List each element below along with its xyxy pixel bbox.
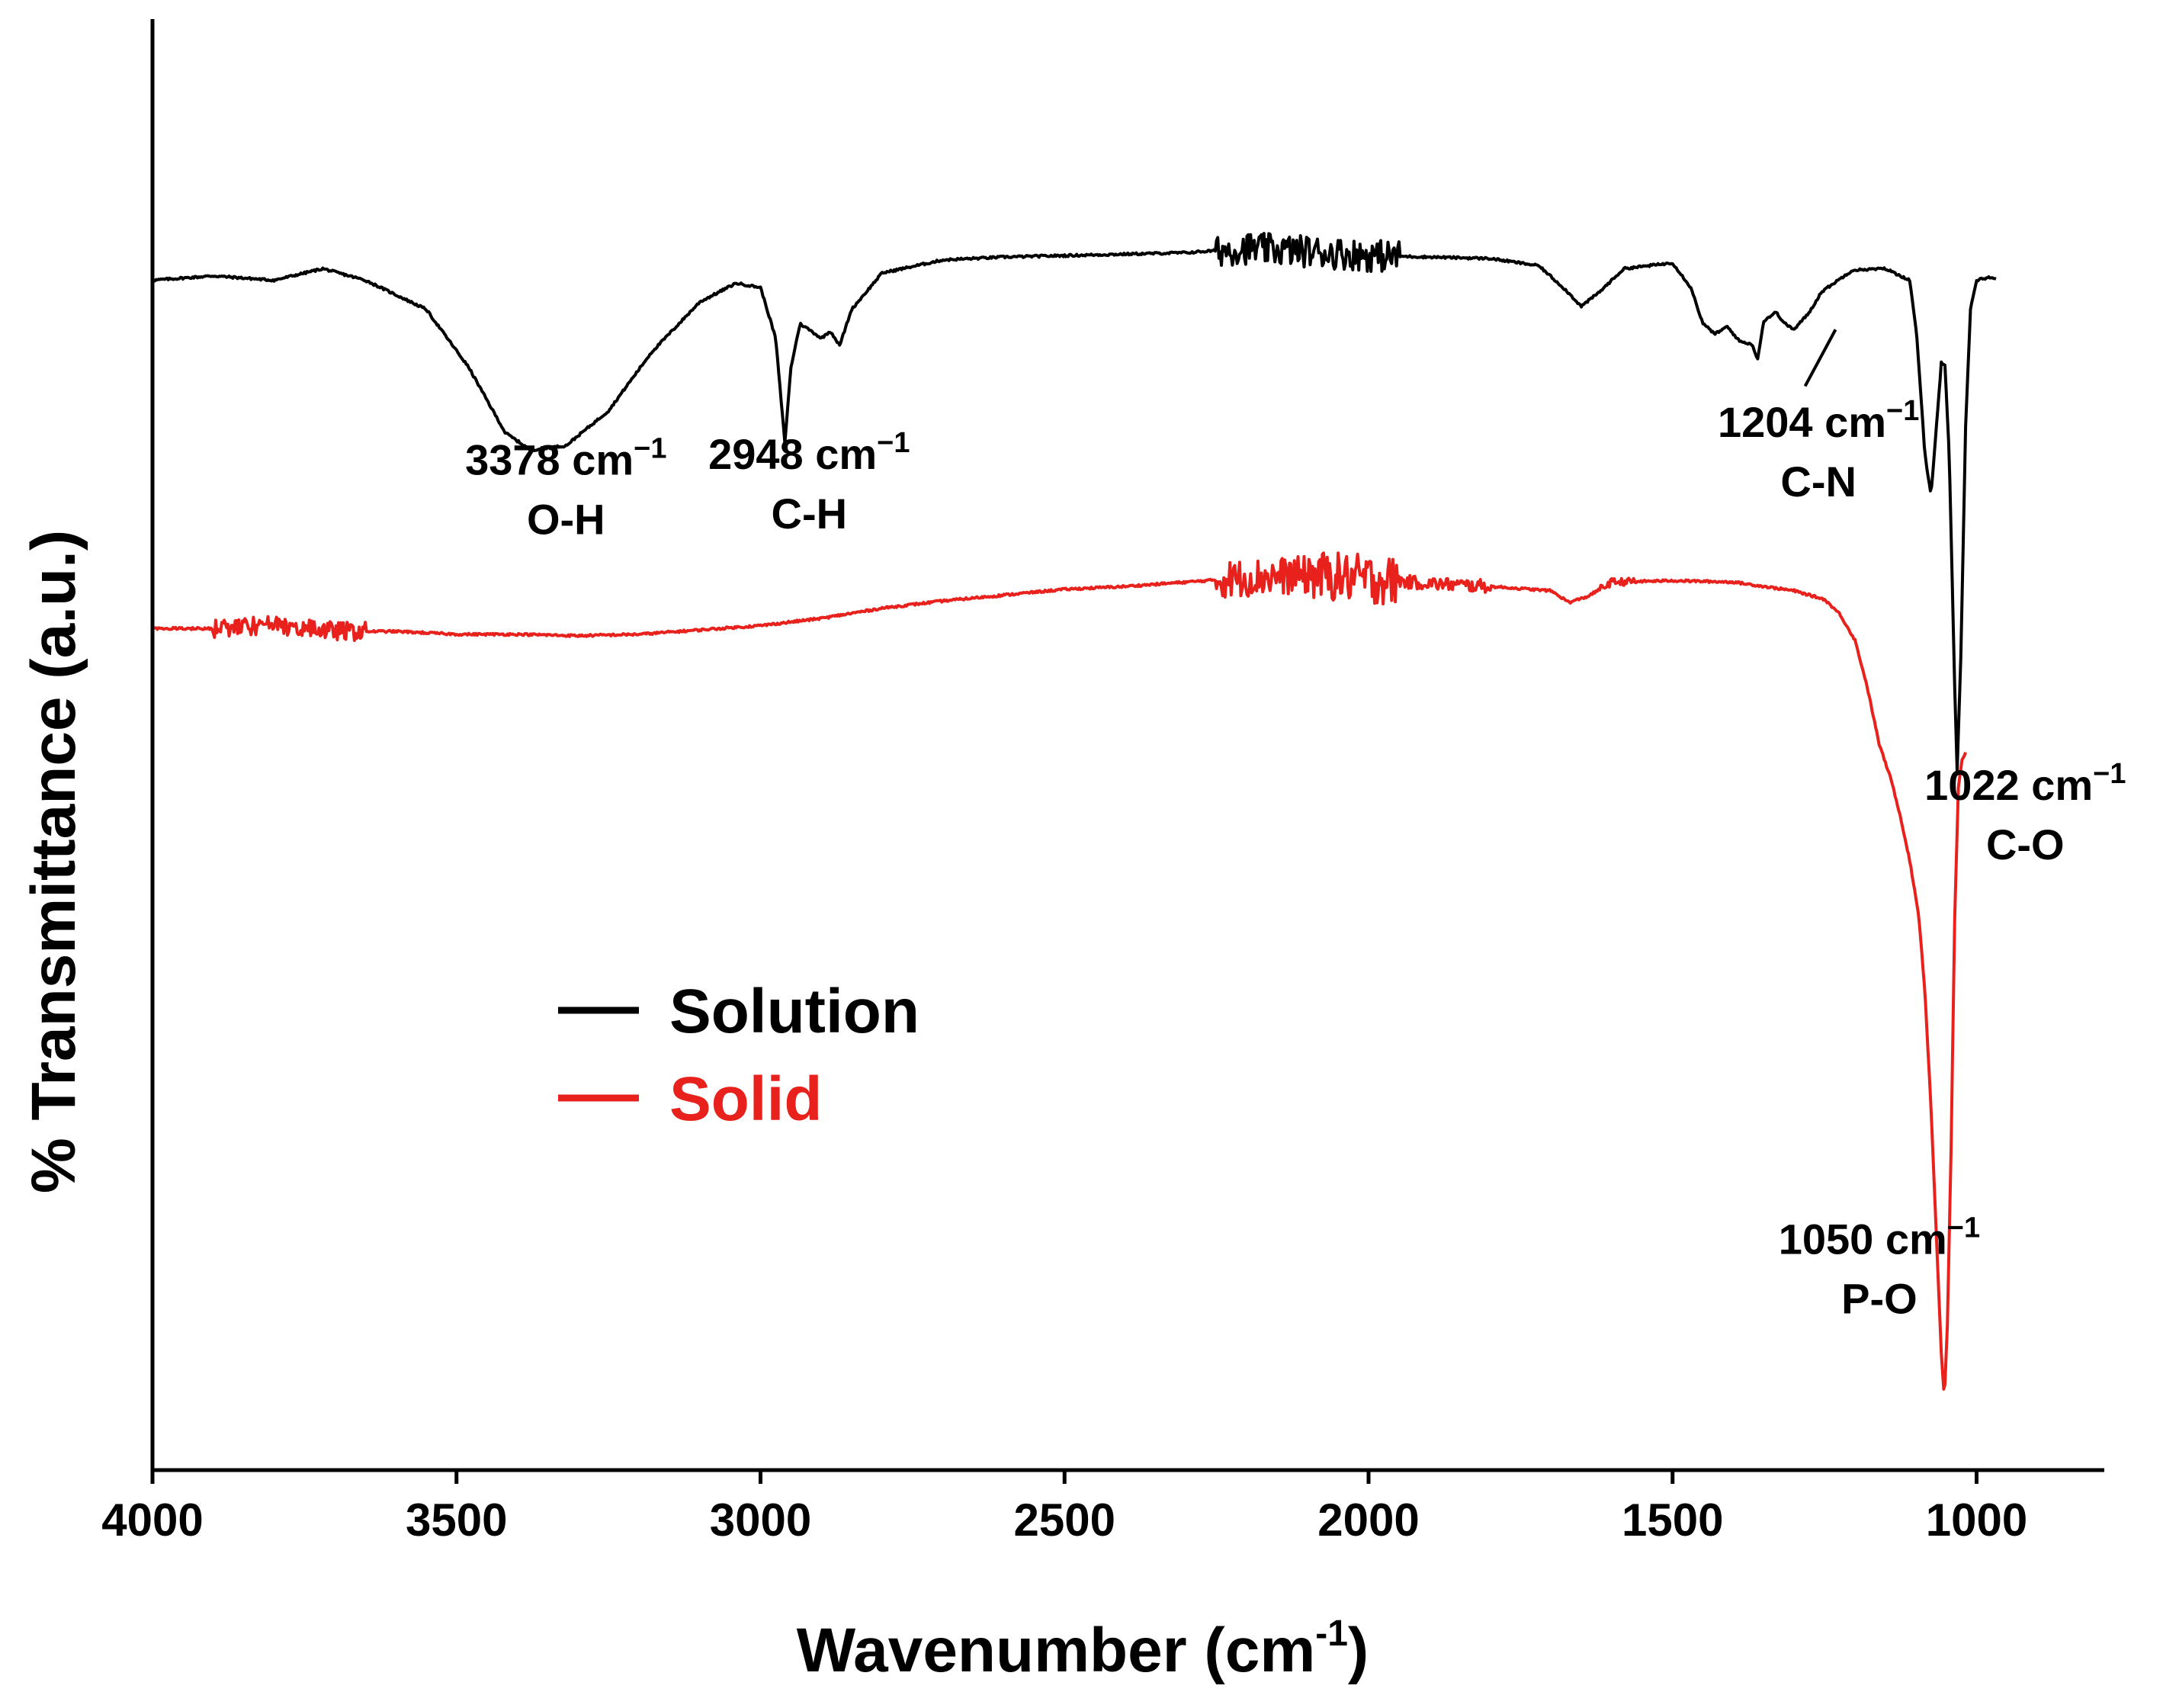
x-tick-label-4000: 4000 xyxy=(101,1494,203,1546)
x-ticks: 4000 3500 3000 2500 2000 1500 1000 xyxy=(101,1470,2027,1546)
annotation-co-bond: C-O xyxy=(1986,820,2065,868)
annotation-po-wavenumber: 1050 cm−1 xyxy=(1779,1212,1980,1263)
annotations: 3378 cm−1 O-H 2948 cm−1 C-H 1204 cm−1 C-N 1022… xyxy=(465,329,2126,1322)
annotation-cn-leader-line xyxy=(1803,329,1837,387)
annotation-co-wavenumber: 1022 cm−1 xyxy=(1924,758,2126,809)
x-tick-label-1500: 1500 xyxy=(1622,1494,1723,1546)
x-tick-label-3000: 3000 xyxy=(710,1494,811,1546)
annotation-cn-wavenumber: 1204 cm−1 xyxy=(1718,395,1919,446)
x-axis-label: Wavenumber (cm-1) xyxy=(797,1613,1369,1685)
legend: Solution Solid xyxy=(558,977,919,1134)
annotation-oh-wavenumber: 3378 cm−1 xyxy=(465,433,666,484)
x-tick-label-2000: 2000 xyxy=(1317,1494,1419,1546)
series-line-solution xyxy=(152,232,1997,773)
annotation-po-bond: P-O xyxy=(1841,1274,1917,1322)
x-tick-label-3500: 3500 xyxy=(406,1494,507,1546)
x-tick-label-1000: 1000 xyxy=(1926,1494,2027,1546)
series-line-solid xyxy=(151,551,1967,1391)
y-axis-label: % Transmittance (a.u.) xyxy=(19,530,88,1193)
axes-layer xyxy=(150,19,2104,1472)
annotation-ch-bond: C-H xyxy=(772,490,848,538)
annotation-oh-bond: O-H xyxy=(527,496,605,544)
x-tick-label-2500: 2500 xyxy=(1014,1494,1115,1546)
legend-label-solid: Solid xyxy=(669,1064,822,1134)
legend-label-solution: Solution xyxy=(669,977,919,1046)
annotation-ch-wavenumber: 2948 cm−1 xyxy=(708,427,910,478)
annotation-cn-bond: C-N xyxy=(1780,458,1857,506)
series-layer xyxy=(151,232,1997,1391)
